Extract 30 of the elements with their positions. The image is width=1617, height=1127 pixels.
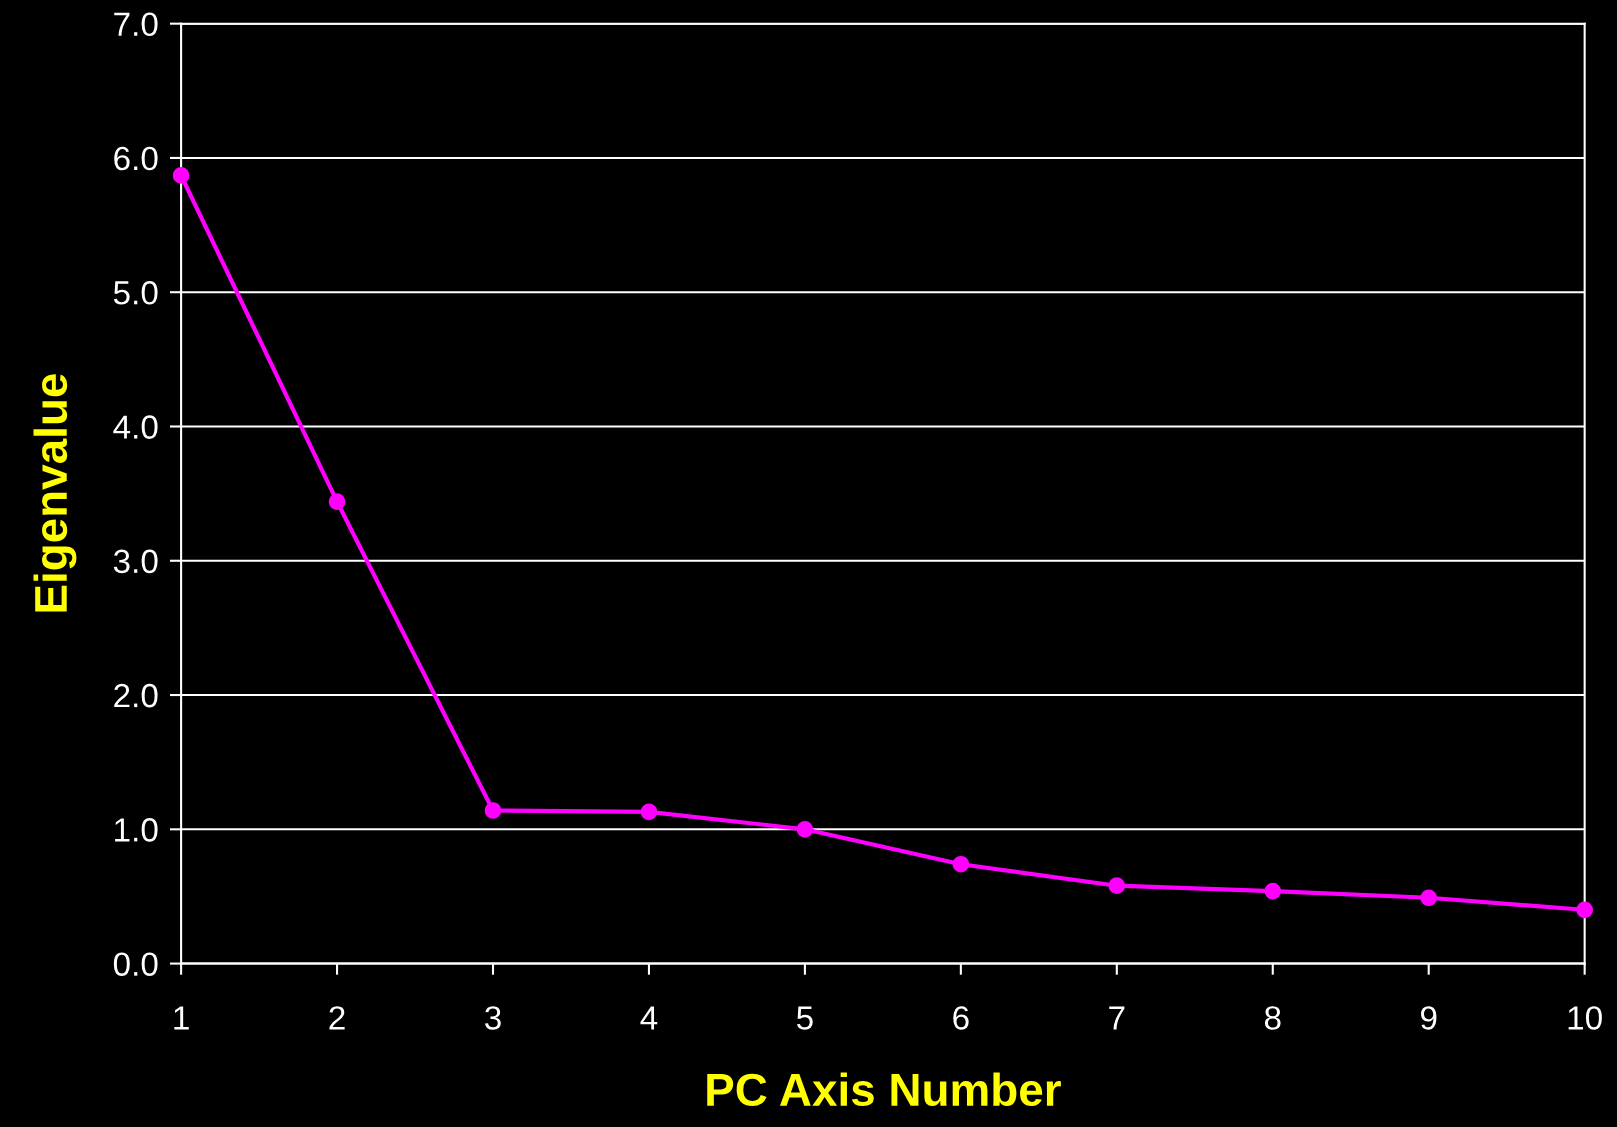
- x-tick-label: 3: [485, 1006, 501, 1030]
- point: [640, 803, 658, 821]
- point: [328, 493, 346, 511]
- point: [1264, 882, 1282, 900]
- x-tick-label: 5: [796, 1006, 813, 1030]
- y-tick-label: 6.0: [114, 146, 158, 171]
- point: [1108, 877, 1126, 895]
- y-tick-label: 1.0: [115, 818, 158, 842]
- x-tick-label: 2: [329, 1006, 345, 1030]
- x-tick-label: 7: [1109, 1006, 1125, 1030]
- y-axis-title: Eigenvalue: [33, 374, 77, 612]
- x-tick-label: 8: [1264, 1006, 1281, 1030]
- y-tick-label: 5.0: [113, 281, 158, 305]
- x-tick-label: 10: [1568, 1006, 1602, 1030]
- y-tick-label: 3.0: [113, 549, 158, 574]
- x-tick-label: 6: [953, 1006, 969, 1030]
- point: [1576, 901, 1594, 919]
- x-tick-label: 9: [1421, 1006, 1437, 1030]
- point: [484, 802, 502, 819]
- point: [796, 820, 814, 838]
- y-tick-label: 2.0: [114, 683, 158, 708]
- y-tick-label: 0.0: [113, 952, 158, 976]
- x-tick-label: 4: [640, 1006, 658, 1030]
- x-tick-label: 1: [174, 1006, 189, 1030]
- point: [172, 167, 190, 184]
- point: [952, 855, 970, 873]
- point: [1420, 889, 1438, 907]
- y-tick-label: 4.0: [113, 415, 158, 439]
- x-axis-title: PC Axis Number: [707, 1072, 1061, 1107]
- y-tick-label: 7.0: [114, 12, 158, 37]
